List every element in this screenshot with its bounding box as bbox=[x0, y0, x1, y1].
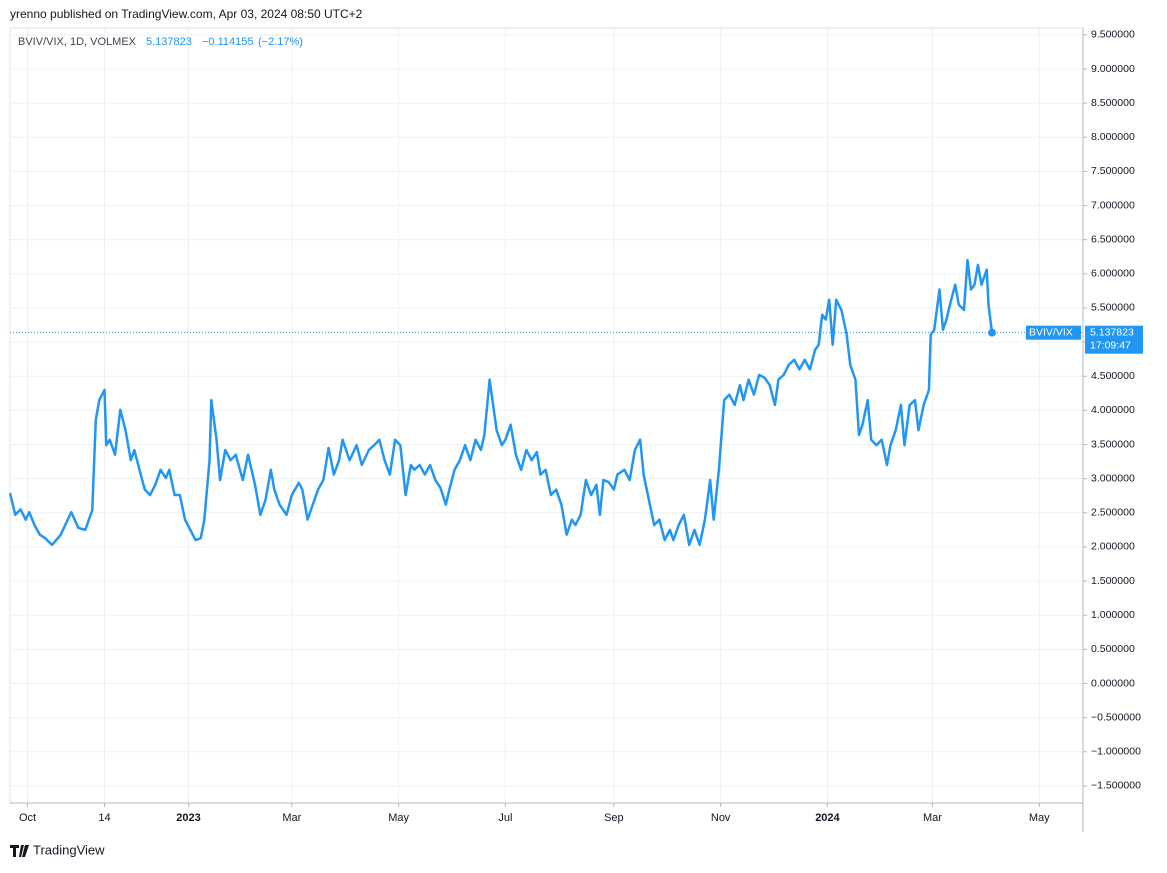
y-tick-label: 4.000000 bbox=[1091, 404, 1135, 416]
brand-logo bbox=[10, 845, 29, 857]
y-tick-label: 3.000000 bbox=[1091, 472, 1135, 484]
price-name-label-bg bbox=[1026, 325, 1081, 340]
legend: BVIV/VIX, 1D, VOLMEX 5.137823 −0.114155 … bbox=[18, 36, 303, 48]
price-name-label: BVIV/VIX bbox=[1029, 326, 1073, 338]
price-label-bg bbox=[1085, 325, 1143, 354]
y-tick-label: 1.000000 bbox=[1091, 609, 1135, 621]
price-line bbox=[8, 258, 994, 547]
y-tick-label: 3.500000 bbox=[1091, 438, 1135, 450]
publish-header: yrenno published on TradingView.com, Apr… bbox=[10, 7, 363, 21]
y-tick-label: 9.500000 bbox=[1091, 29, 1135, 41]
x-tick-label: Sep bbox=[604, 812, 624, 824]
y-tick-label: 2.000000 bbox=[1091, 541, 1135, 553]
x-tick-label: 2024 bbox=[815, 812, 840, 824]
legend-symbol: BVIV/VIX, 1D, VOLMEX bbox=[18, 36, 137, 48]
x-tick-label: May bbox=[388, 812, 409, 824]
y-tick-label: 4.500000 bbox=[1091, 370, 1135, 382]
x-tick-label: 14 bbox=[98, 812, 110, 824]
y-tick-label: 5.500000 bbox=[1091, 302, 1135, 314]
y-tick-label: −1.000000 bbox=[1091, 746, 1141, 758]
y-tick-label: −0.500000 bbox=[1091, 711, 1141, 723]
x-tick-label: 2023 bbox=[176, 812, 200, 824]
brand: TradingView bbox=[10, 842, 105, 857]
brand-name: TradingView bbox=[33, 842, 105, 857]
x-tick-label: Nov bbox=[711, 812, 731, 824]
legend-change-pct: (−2.17%) bbox=[258, 36, 303, 48]
countdown-label: 17:09:47 bbox=[1090, 339, 1131, 351]
y-tick-label: 8.500000 bbox=[1091, 97, 1135, 109]
y-tick-label: 9.000000 bbox=[1091, 63, 1135, 75]
x-tick-label: Jul bbox=[498, 812, 512, 824]
legend-value: 5.137823 bbox=[146, 36, 192, 48]
y-tick-label: 6.000000 bbox=[1091, 268, 1135, 280]
y-tick-label: 7.500000 bbox=[1091, 165, 1135, 177]
last-point bbox=[987, 328, 996, 337]
y-tick-label: 2.500000 bbox=[1091, 507, 1135, 519]
y-tick-label: 0.000000 bbox=[1091, 677, 1135, 689]
y-tick-label: 0.500000 bbox=[1091, 643, 1135, 655]
y-tick-label: 1.500000 bbox=[1091, 575, 1135, 587]
legend-change: −0.114155 bbox=[202, 36, 254, 48]
y-tick-label: 7.000000 bbox=[1091, 199, 1135, 211]
x-tick-label: May bbox=[1029, 812, 1050, 824]
x-tick-label: Mar bbox=[923, 812, 942, 824]
y-tick-label: 8.000000 bbox=[1091, 131, 1135, 143]
price-label: 5.137823 bbox=[1090, 326, 1134, 338]
plot bbox=[8, 258, 1083, 547]
x-tick-label: Oct bbox=[19, 812, 36, 824]
y-tick-label: −1.500000 bbox=[1091, 780, 1141, 792]
y-tick-label: 6.500000 bbox=[1091, 233, 1135, 245]
x-tick-label: Mar bbox=[282, 812, 301, 824]
